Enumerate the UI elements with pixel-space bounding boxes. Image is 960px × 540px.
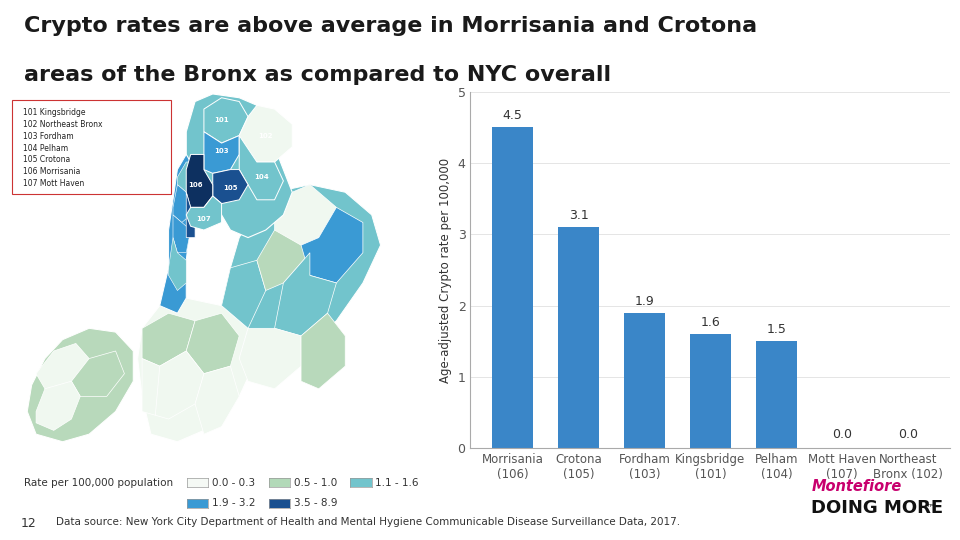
- Text: 3.5 - 8.9: 3.5 - 8.9: [294, 498, 337, 508]
- Polygon shape: [156, 351, 204, 419]
- Y-axis label: Age-adjusted Crypto rate per 100,000: Age-adjusted Crypto rate per 100,000: [439, 158, 452, 382]
- Polygon shape: [71, 351, 125, 396]
- Polygon shape: [301, 207, 363, 283]
- Bar: [756, 341, 797, 448]
- Text: 1.6: 1.6: [701, 316, 720, 329]
- Text: Crypto rates are above average in Morrisania and Crotona: Crypto rates are above average in Morris…: [24, 16, 757, 36]
- Text: 1.9: 1.9: [635, 295, 655, 308]
- Text: Montefiore: Montefiore: [811, 479, 901, 494]
- Polygon shape: [36, 343, 89, 389]
- Text: 1.1 - 1.6: 1.1 - 1.6: [375, 478, 419, 488]
- Polygon shape: [275, 253, 336, 336]
- Text: 105 Crotona: 105 Crotona: [23, 155, 70, 164]
- Polygon shape: [173, 185, 191, 222]
- Text: 101 Kingsbridge: 101 Kingsbridge: [23, 109, 85, 117]
- Polygon shape: [213, 170, 248, 204]
- Polygon shape: [275, 185, 336, 245]
- Text: 1.5: 1.5: [766, 323, 786, 336]
- Text: 101: 101: [214, 117, 228, 124]
- FancyBboxPatch shape: [12, 100, 171, 194]
- Bar: [624, 313, 665, 448]
- Text: 106 Morrisania: 106 Morrisania: [23, 167, 81, 176]
- Polygon shape: [204, 132, 239, 173]
- Text: 102: 102: [258, 132, 273, 139]
- Text: 105: 105: [223, 185, 238, 192]
- Text: 0.0: 0.0: [899, 428, 918, 441]
- Bar: [690, 334, 731, 448]
- Text: areas of the Bronx as compared to NYC overall: areas of the Bronx as compared to NYC ov…: [24, 65, 612, 85]
- Polygon shape: [186, 313, 239, 374]
- Text: 103 Fordham: 103 Fordham: [23, 132, 74, 141]
- Polygon shape: [142, 359, 169, 415]
- Text: 0.0: 0.0: [832, 428, 852, 441]
- Polygon shape: [186, 192, 195, 238]
- Text: 104: 104: [254, 174, 269, 180]
- Polygon shape: [195, 366, 239, 434]
- Text: 106: 106: [188, 181, 203, 188]
- Polygon shape: [186, 154, 213, 207]
- Text: 1.9 - 3.2: 1.9 - 3.2: [212, 498, 255, 508]
- Text: 103: 103: [214, 147, 228, 154]
- Text: Data source: New York City Department of Health and Mental Hygiene Communicable : Data source: New York City Department of…: [56, 517, 680, 528]
- Text: 0.0 - 0.3: 0.0 - 0.3: [212, 478, 255, 488]
- Polygon shape: [204, 98, 248, 143]
- Text: ™: ™: [925, 502, 935, 512]
- Text: 4.5: 4.5: [503, 110, 522, 123]
- Polygon shape: [186, 94, 292, 238]
- Text: 0.5 - 1.0: 0.5 - 1.0: [294, 478, 337, 488]
- Polygon shape: [257, 230, 310, 291]
- Polygon shape: [137, 298, 257, 442]
- Polygon shape: [173, 215, 191, 253]
- Polygon shape: [222, 185, 380, 366]
- Polygon shape: [178, 162, 195, 192]
- Polygon shape: [159, 154, 195, 313]
- Polygon shape: [36, 381, 81, 430]
- Text: 102 Northeast Bronx: 102 Northeast Bronx: [23, 120, 103, 129]
- Polygon shape: [186, 196, 222, 230]
- Text: 3.1: 3.1: [568, 209, 588, 222]
- Text: DOING MORE: DOING MORE: [811, 500, 944, 517]
- Text: 107 Mott Haven: 107 Mott Haven: [23, 179, 84, 188]
- Polygon shape: [27, 328, 133, 442]
- Text: 104 Pelham: 104 Pelham: [23, 144, 68, 152]
- Bar: [492, 127, 533, 448]
- Polygon shape: [222, 260, 266, 328]
- Polygon shape: [239, 136, 283, 200]
- Text: Rate per 100,000 population: Rate per 100,000 population: [24, 478, 173, 488]
- Bar: [558, 227, 599, 448]
- Text: 12: 12: [21, 517, 36, 530]
- Polygon shape: [142, 313, 195, 366]
- Polygon shape: [239, 105, 292, 162]
- Polygon shape: [301, 313, 346, 389]
- Polygon shape: [239, 328, 301, 389]
- Polygon shape: [169, 238, 186, 291]
- Text: 107: 107: [197, 215, 211, 222]
